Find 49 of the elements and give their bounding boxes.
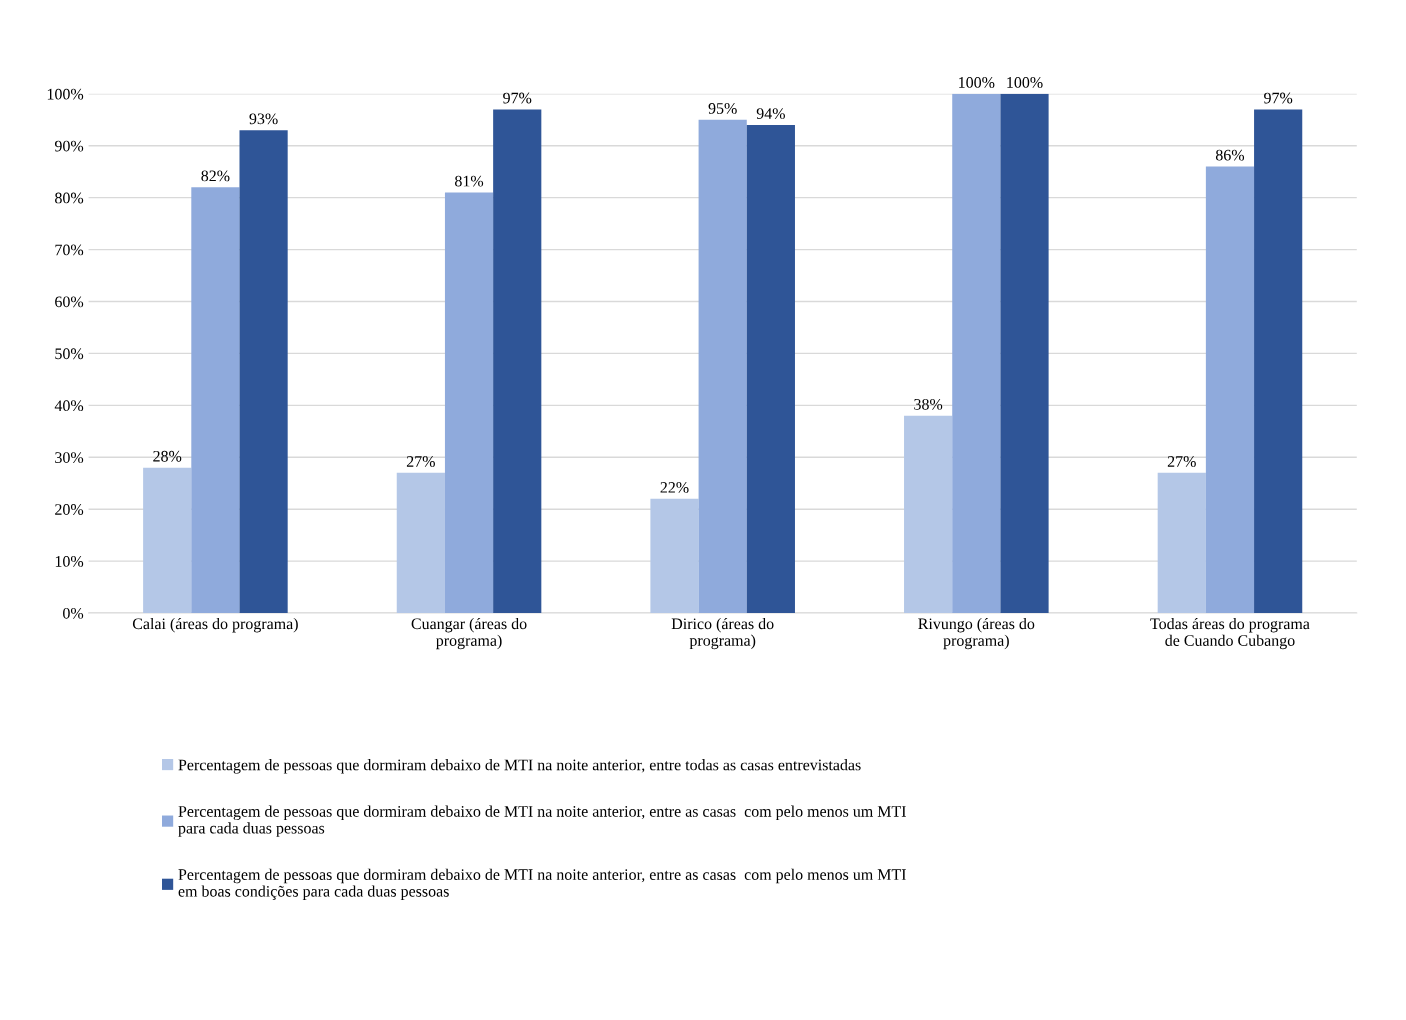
- bar: [1157, 472, 1206, 614]
- y-tick-label: 80%: [55, 192, 84, 204]
- data-label: 27%: [406, 456, 435, 467]
- data-label: 82%: [201, 170, 230, 182]
- bar: [1205, 166, 1255, 614]
- y-tick-label: 90%: [54, 140, 84, 152]
- x-tick-label: Todas áreas do programa de Cuando Cubango: [1150, 617, 1310, 650]
- y-tick-label: 60%: [55, 296, 84, 308]
- x-tick-label: Calai (áreas do programa): [132, 617, 298, 633]
- bar: [904, 415, 953, 614]
- legend-label: Percentagem de pessoas que dormiram debaixo de MTI na noite anterior, entre as casas com pelo menos um MTI em boas condições para cada duas pessoas: [178, 868, 906, 900]
- y-tick-label: 10%: [55, 556, 84, 567]
- y-tick-label: 50%: [55, 348, 84, 360]
- bar: [191, 187, 240, 614]
- bar: [746, 124, 795, 614]
- y-tick-label: 0%: [63, 607, 84, 619]
- x-tick-label: Dirico (áreas do programa): [671, 617, 774, 650]
- data-label: 81%: [455, 175, 484, 187]
- data-label: 100%: [1007, 77, 1043, 88]
- bar: [143, 467, 192, 614]
- data-label: 27%: [1167, 456, 1196, 467]
- data-label: 95%: [708, 103, 737, 114]
- y-tick-label: 20%: [55, 504, 84, 515]
- bar: [239, 130, 288, 614]
- data-label: 28%: [153, 450, 182, 462]
- bar: [1000, 93, 1049, 614]
- bar: [396, 472, 445, 614]
- bar: [444, 192, 494, 614]
- y-tick-label: 30%: [55, 452, 84, 464]
- legend-label: Percentagem de pessoas que dormiram debaixo de MTI na noite anterior, entre as casas com pelo menos um MTI para cada duas pessoas: [178, 805, 906, 837]
- data-label: 94%: [756, 108, 785, 120]
- data-label: 86%: [1215, 149, 1245, 161]
- legend-label: Percentagem de pessoas que dormiram debaixo de MTI na noite anterior, entre todas as casas entrevistadas: [178, 759, 861, 774]
- bar: [952, 93, 1001, 614]
- x-tick-label: Rivungo (áreas do programa): [918, 617, 1035, 650]
- bar: [1254, 109, 1303, 614]
- data-label: 38%: [914, 398, 943, 410]
- data-label: 97%: [503, 92, 532, 104]
- bar: [493, 109, 542, 614]
- y-tick-label: 40%: [54, 400, 84, 412]
- bar: [650, 498, 699, 614]
- x-tick-label: Cuangar (áreas do programa): [411, 617, 527, 650]
- data-label: 100%: [959, 77, 995, 88]
- data-label: 97%: [1264, 92, 1293, 104]
- y-tick-label: 70%: [55, 244, 84, 256]
- data-label: 22%: [660, 482, 689, 493]
- data-label: 93%: [249, 113, 278, 125]
- y-tick-label: 100%: [47, 88, 84, 100]
- bar: [698, 119, 747, 614]
